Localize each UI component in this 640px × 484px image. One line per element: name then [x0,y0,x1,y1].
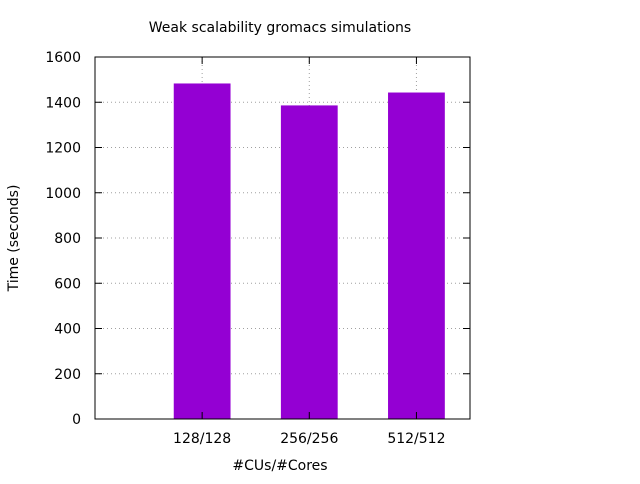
y-tick-label: 0 [72,412,81,428]
x-tick-label: 256/256 [280,431,338,447]
x-tick-label: 512/512 [387,431,445,447]
bar-layer [173,83,445,420]
y-tick-label: 1000 [45,186,81,202]
bar-512-512 [388,92,445,420]
y-axis-label: Time (seconds) [6,185,22,293]
y-tick-label: 1600 [45,50,81,66]
bar-256-256 [280,105,338,419]
y-tick-label: 600 [54,276,81,292]
bar-128-128 [173,83,231,419]
x-axis-label: #CUs/#Cores [232,458,327,474]
chart-title: Weak scalability gromacs simulations [149,20,411,36]
y-tick-label: 1400 [45,95,81,111]
y-tick-label: 1200 [45,141,81,157]
y-tick-label: 200 [54,367,81,383]
tick-layer: 0 200 400 600 800 1000 1200 1400 1600 128/128 256/… [45,50,470,447]
y-tick-label: 400 [54,322,81,338]
x-tick-label: 128/128 [173,431,231,447]
y-tick-label: 800 [54,231,81,247]
